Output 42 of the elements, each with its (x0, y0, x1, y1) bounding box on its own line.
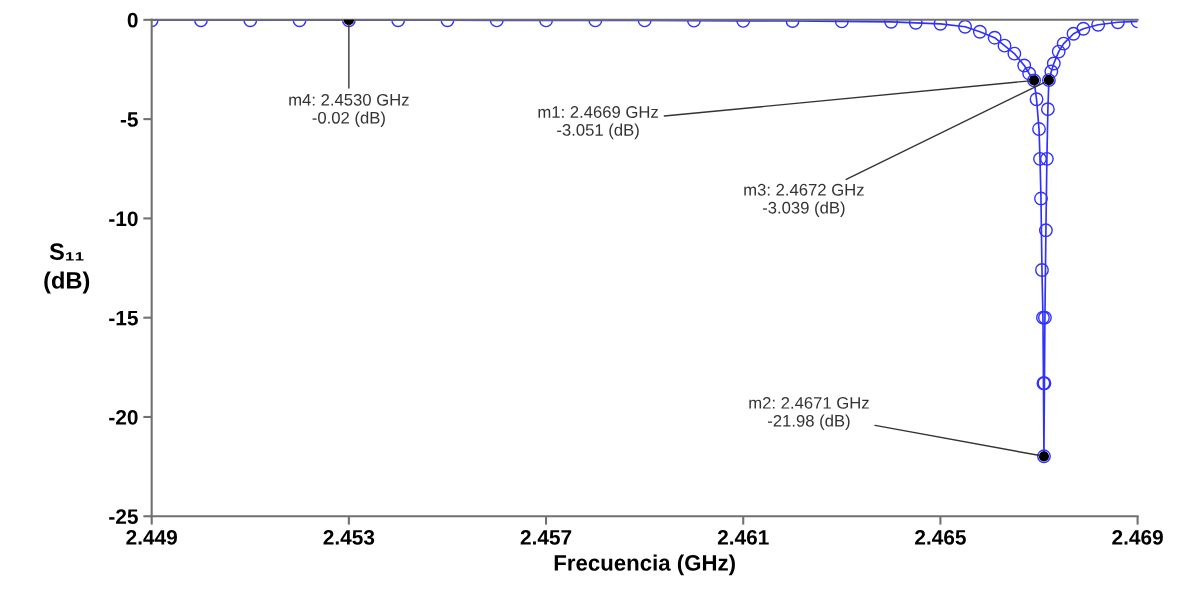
point (958, 19, 973, 34)
x-axis-title: Frecuencia (GHz) (554, 554, 735, 576)
annotation: m1: 2.4669 GHz -3.051 (dB) (538, 106, 658, 140)
point (1022, 66, 1037, 81)
point (1032, 122, 1046, 136)
point (1038, 223, 1053, 238)
point (1029, 92, 1044, 107)
point (1040, 102, 1055, 117)
point (987, 30, 1002, 45)
point (1066, 26, 1081, 41)
x-tick-label: 2.449 (126, 530, 177, 545)
y-tick-label: -20 (109, 409, 138, 425)
point (997, 38, 1012, 53)
annotation: m4: 2.4530 GHz -0.02 (dB) (289, 93, 409, 127)
point (1039, 151, 1054, 166)
point (1033, 151, 1047, 166)
y-tick-label: -10 (109, 211, 138, 227)
annotation: m3: 2.4672 GHz -3.039 (dB) (744, 183, 864, 217)
point (933, 19, 948, 31)
point (1091, 19, 1106, 32)
x-tick-label: 2.461 (717, 530, 769, 545)
point (1046, 56, 1061, 71)
point (908, 19, 923, 30)
x-tick-label: 2.457 (520, 530, 572, 545)
x-tick-label: 2.453 (323, 530, 375, 545)
point (1051, 44, 1066, 59)
x-tick-label: 2.465 (915, 530, 966, 545)
y-tick-label: -25 (109, 509, 138, 525)
y-tick-label: 0 (127, 12, 138, 28)
point (1076, 21, 1091, 36)
annotation: m2: 2.4671 GHz -21.98 (dB) (749, 396, 869, 431)
point (1034, 191, 1048, 206)
point (1017, 58, 1032, 73)
point (1056, 36, 1071, 51)
point (972, 24, 987, 39)
point (1007, 46, 1022, 61)
y-axis-title: S₁₁ (dB) (44, 243, 90, 294)
point (1044, 64, 1059, 79)
y-tick-label: -5 (120, 112, 138, 127)
x-tick-label: 2.469 (1112, 530, 1163, 545)
point (1035, 263, 1049, 277)
y-tick-label: -15 (109, 310, 138, 326)
